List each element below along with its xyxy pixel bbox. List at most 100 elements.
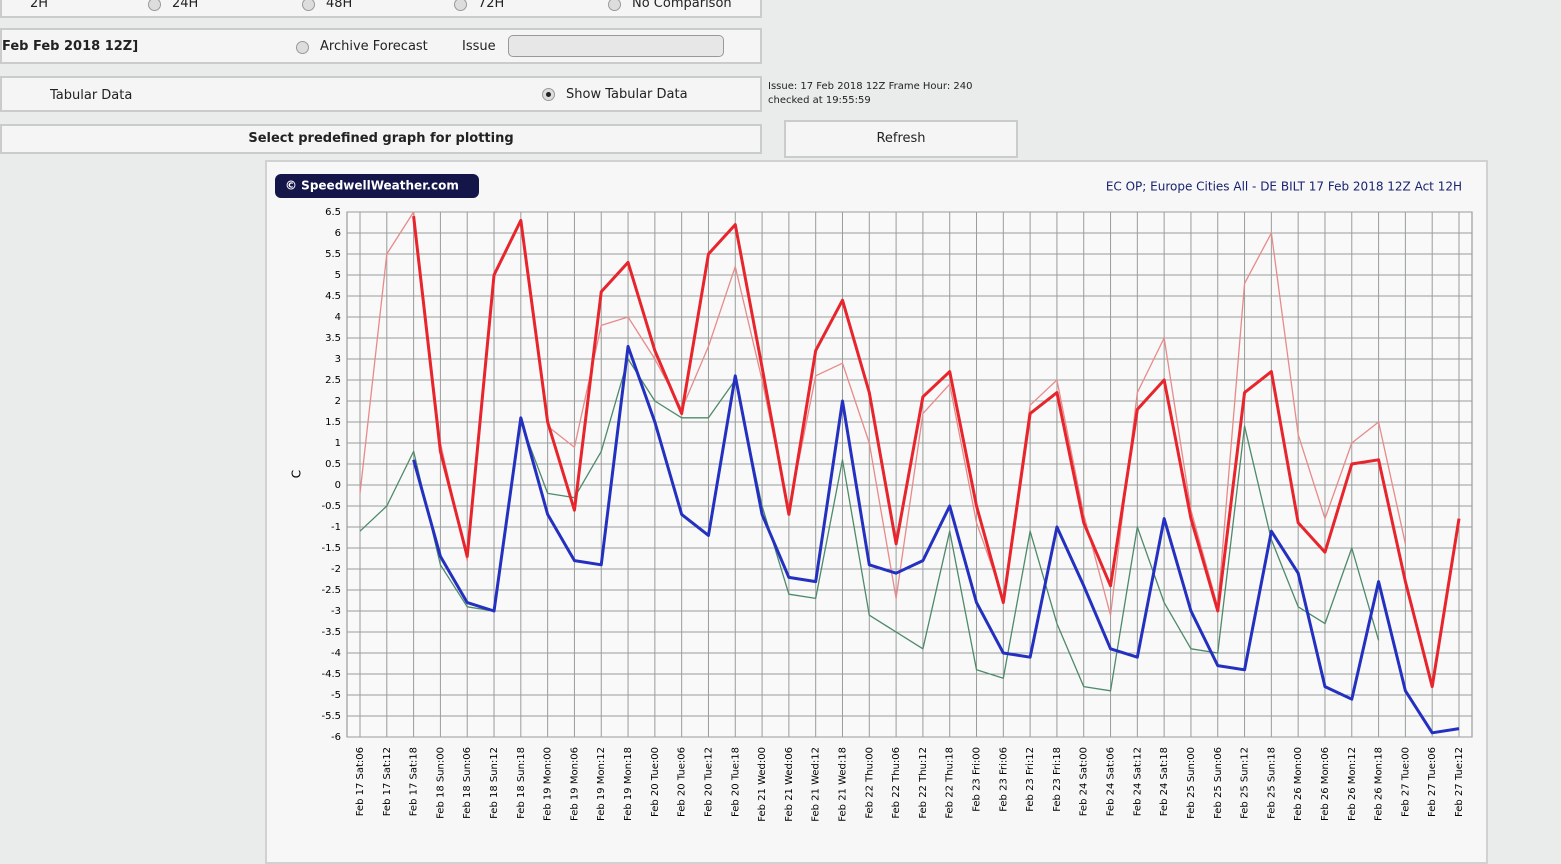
y-tick-label: -3 — [331, 606, 341, 617]
x-tick-label: Feb 23 Fri:18 — [1052, 747, 1063, 812]
y-tick-label: 1.5 — [325, 417, 341, 428]
status-line: Issue: 17 Feb 2018 12Z Frame Hour: 240 — [768, 81, 973, 92]
x-tick-label: Feb 24 Sat:12 — [1132, 747, 1143, 816]
x-tick-label: Feb 27 Tue:12 — [1454, 747, 1465, 817]
y-tick-label: 3.5 — [325, 333, 341, 344]
y-axis-label: C — [290, 470, 304, 478]
y-tick-label: -3.5 — [321, 627, 341, 638]
badge: © SpeedwellWeather.com — [285, 179, 459, 193]
issue-run: Feb Feb 2018 12Z] — [2, 39, 139, 54]
x-tick-label: Feb 22 Thu:12 — [918, 747, 929, 819]
issue-row: Feb Feb 2018 12Z] Archive Forecast Issue — [0, 28, 762, 64]
y-tick-label: -6 — [331, 732, 341, 743]
x-tick-label: Feb 18 Sun:12 — [489, 747, 500, 819]
x-tick-label: Feb 25 Sun:06 — [1213, 747, 1224, 819]
issue-label: Issue — [462, 39, 496, 54]
x-tick-label: Feb 25 Sun:00 — [1186, 747, 1197, 819]
x-tick-label: Feb 24 Sat:18 — [1159, 747, 1170, 816]
select-graph[interactable]: Select predefined graph for plotting — [0, 124, 762, 154]
x-tick-label: Feb 26 Mon:06 — [1320, 747, 1331, 821]
y-tick-label: 6 — [335, 228, 341, 239]
y-tick-label: -0.5 — [321, 501, 341, 512]
y-tick-label: 0.5 — [325, 459, 341, 470]
series-line — [412, 216, 1461, 689]
y-tick-label: -1 — [331, 522, 341, 533]
x-tick-label: Feb 19 Mon:00 — [543, 747, 554, 821]
refresh-button[interactable]: Refresh — [784, 120, 1018, 158]
hour-option[interactable]: 2H — [30, 0, 49, 11]
x-tick-label: Feb 26 Mon:00 — [1293, 747, 1304, 821]
x-tick-label: Feb 19 Mon:06 — [569, 747, 580, 821]
radio[interactable] — [148, 0, 161, 11]
x-tick-label: Feb 18 Sun:00 — [435, 747, 446, 819]
hour-option[interactable]: 72H — [478, 0, 505, 11]
x-tick-label: Feb 24 Sat:00 — [1079, 747, 1090, 816]
y-tick-label: 5 — [335, 270, 341, 281]
x-tick-label: Feb 19 Mon:12 — [596, 747, 607, 821]
x-tick-label: Feb 21 Wed:12 — [811, 747, 822, 822]
x-tick-label: Feb 24 Sat:06 — [1106, 747, 1117, 816]
y-tick-label: -4 — [331, 648, 341, 659]
x-tick-label: Feb 25 Sun:18 — [1266, 747, 1277, 819]
x-tick-label: Feb 25 Sun:12 — [1240, 747, 1251, 819]
y-tick-label: -5 — [331, 690, 341, 701]
radio[interactable] — [608, 0, 621, 11]
hour-option[interactable]: No Comparison — [632, 0, 732, 11]
y-tick-label: 4 — [335, 312, 341, 323]
y-tick-label: -2 — [331, 564, 341, 575]
hours-row: 2H 24H 48H 72H No Comparison — [0, 0, 762, 18]
x-tick-label: Feb 22 Thu:06 — [891, 747, 902, 819]
y-tick-label: -2.5 — [321, 585, 341, 596]
x-tick-label: Feb 26 Mon:18 — [1374, 747, 1385, 821]
badge-bg — [275, 174, 479, 198]
radio[interactable] — [542, 88, 555, 101]
tabular-row: Tabular Data Show Tabular Data — [0, 76, 762, 112]
archive-forecast[interactable]: Archive Forecast — [320, 39, 428, 54]
x-tick-label: Feb 18 Sun:18 — [516, 747, 527, 819]
x-tick-label: Feb 22 Thu:18 — [945, 747, 956, 819]
x-tick-label: Feb 20 Tue:18 — [730, 747, 741, 817]
x-tick-label: Feb 23 Fri:00 — [972, 747, 983, 812]
y-tick-label: 4.5 — [325, 291, 341, 302]
series-line — [412, 344, 1460, 735]
x-tick-label: Feb 21 Wed:06 — [784, 747, 795, 822]
y-tick-label: 1 — [335, 438, 341, 449]
x-tick-label: Feb 20 Tue:00 — [650, 747, 661, 817]
y-tick-label: 2 — [335, 396, 341, 407]
y-tick-label: -1.5 — [321, 543, 341, 554]
x-tick-label: Feb 18 Sun:06 — [462, 747, 473, 819]
status: Issue: 17 Feb 2018 12Z Frame Hour: 240 c… — [768, 80, 972, 108]
x-tick-label: Feb 19 Mon:18 — [623, 747, 634, 821]
refresh-label[interactable]: Refresh — [876, 131, 926, 146]
y-tick-label: 5.5 — [325, 249, 341, 260]
x-tick-label: Feb 17 Sat:18 — [409, 747, 420, 816]
issue-select[interactable] — [508, 35, 724, 57]
y-tick-label: 6.5 — [325, 207, 341, 218]
show-tabular[interactable]: Show Tabular Data — [566, 87, 688, 102]
tabular-label: Tabular Data — [50, 88, 133, 103]
hour-option[interactable]: 48H — [326, 0, 353, 11]
x-tick-label: Feb 26 Mon:12 — [1347, 747, 1358, 821]
x-tick-label: Feb 21 Wed:18 — [837, 747, 848, 822]
radio[interactable] — [454, 0, 467, 11]
radio[interactable] — [302, 0, 315, 11]
chart-title: EC OP; Europe Cities All - DE BILT 17 Fe… — [1106, 180, 1462, 194]
x-tick-label: Feb 20 Tue:06 — [677, 747, 688, 817]
y-tick-label: 3 — [335, 354, 341, 365]
y-tick-label: -4.5 — [321, 669, 341, 680]
x-tick-label: Feb 17 Sat:06 — [355, 747, 366, 816]
x-tick-label: Feb 27 Tue:00 — [1400, 747, 1411, 817]
hour-option[interactable]: 24H — [172, 0, 199, 11]
x-tick-label: Feb 22 Thu:00 — [864, 747, 875, 819]
radio[interactable] — [296, 41, 309, 54]
x-tick-label: Feb 23 Fri:12 — [1025, 747, 1036, 812]
x-tick-label: Feb 21 Wed:00 — [757, 747, 768, 822]
status-line: checked at 19:55:59 — [768, 95, 871, 106]
y-tick-label: 2.5 — [325, 375, 341, 386]
select-graph-label[interactable]: Select predefined graph for plotting — [248, 131, 514, 146]
x-tick-label: Feb 20 Tue:12 — [703, 747, 714, 817]
chart: © SpeedwellWeather.com EC OP; Europe Cit… — [265, 160, 1488, 864]
y-tick-label: -5.5 — [321, 711, 341, 722]
x-tick-label: Feb 23 Fri:06 — [998, 747, 1009, 812]
